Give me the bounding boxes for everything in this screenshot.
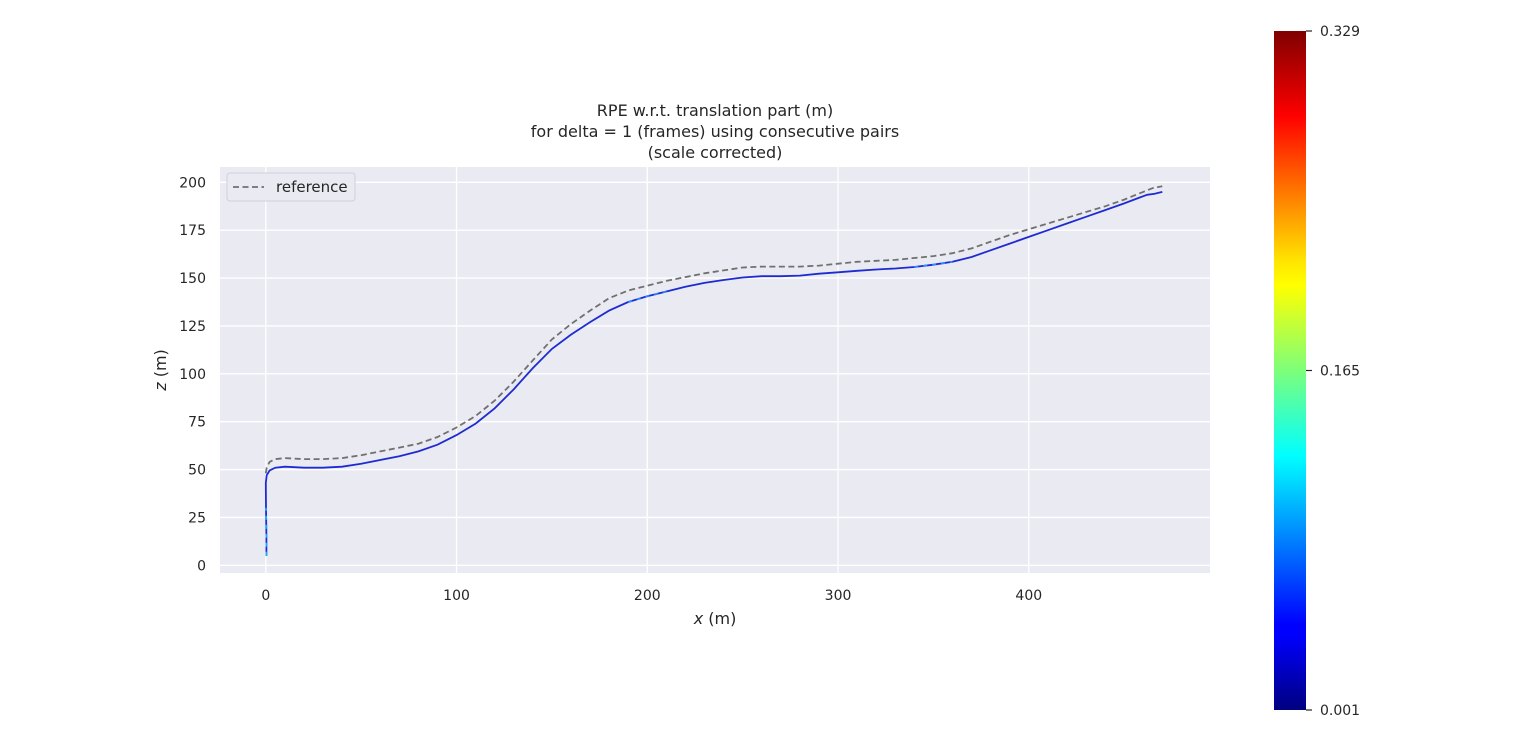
chart-title-line-3: (scale corrected) (648, 143, 783, 162)
estimate-highlight-segment (627, 290, 667, 303)
y-tick-label: 175 (179, 223, 206, 239)
colorbar-tick-label: 0.165 (1320, 364, 1360, 380)
x-tick-label: 200 (634, 588, 661, 604)
y-tick-label: 50 (188, 463, 206, 479)
y-tick-label: 200 (179, 175, 206, 191)
chart-title-line-1: RPE w.r.t. translation part (m) (597, 101, 833, 120)
y-tick-label: 0 (197, 558, 206, 574)
y-axis-label: z (m) (151, 349, 170, 392)
legend: reference (226, 172, 356, 202)
reference-line (264, 185, 1163, 474)
estimate-line (264, 191, 1163, 556)
y-ticks: 0 25 50 75 100 125 150 175 200 (179, 175, 206, 574)
y-tick-label: 75 (188, 415, 206, 431)
y-tick-label: 125 (179, 319, 206, 335)
y-tick-label: 25 (188, 510, 206, 526)
legend-reference-label: reference (276, 178, 348, 196)
x-ticks: 0 100 200 300 400 (261, 588, 1042, 604)
legend-box (226, 172, 356, 202)
colorbar-tick-label: 0.001 (1320, 703, 1360, 719)
plot-area (220, 167, 1210, 573)
y-tick-label: 100 (179, 367, 206, 383)
chart-title: RPE w.r.t. translation part (m) for delt… (531, 101, 899, 162)
x-tick-label: 100 (443, 588, 470, 604)
chart-title-line-2: for delta = 1 (frames) using consecutive… (531, 122, 899, 141)
x-tick-label: 0 (261, 588, 270, 604)
x-axis-label: x (m) (693, 609, 737, 628)
y-tick-label: 150 (179, 271, 206, 287)
colorbar: 0.001 0.165 0.329 (1274, 24, 1360, 719)
colorbar-tick-label: 0.329 (1320, 24, 1360, 40)
x-tick-label: 300 (825, 588, 852, 604)
x-tick-label: 400 (1015, 588, 1042, 604)
grid (220, 167, 1210, 573)
colorbar-gradient (1274, 31, 1306, 710)
colorbar-ticks: 0.001 0.165 0.329 (1306, 24, 1360, 719)
estimate-highlight-segment (914, 260, 953, 268)
estimate-error-highlights (265, 260, 953, 556)
